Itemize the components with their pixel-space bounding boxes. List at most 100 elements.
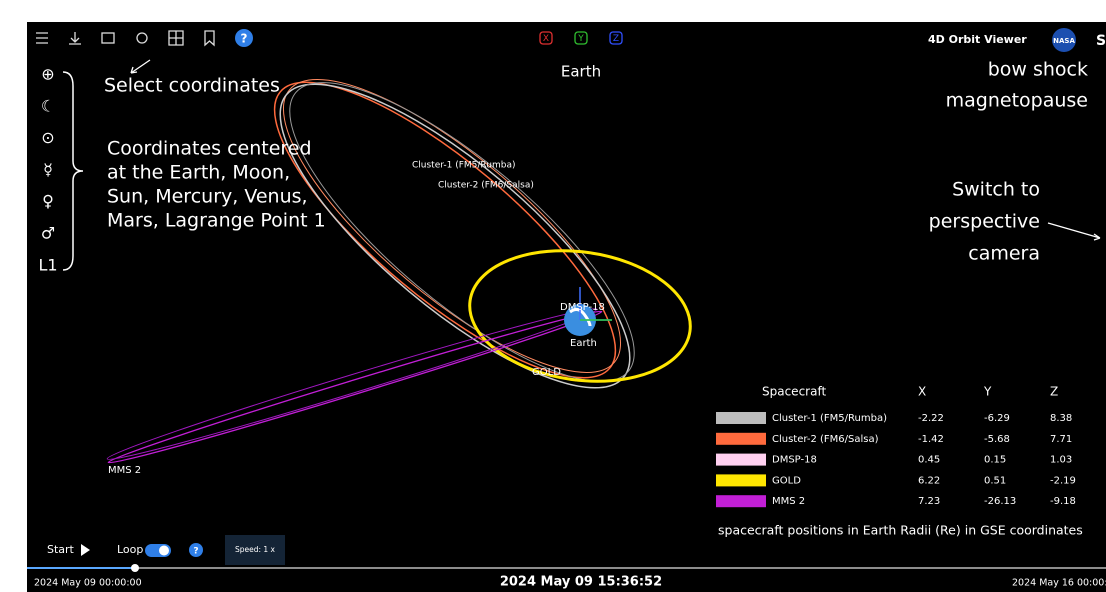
orbit-cluster2: [273, 81, 617, 379]
annotation-line: Mars, Lagrange Point 1: [107, 210, 326, 232]
annotation-line: perspective: [929, 211, 1040, 233]
loop-label: Loop: [117, 543, 143, 556]
coordinate-icons: ⊕ ☾ ⊙ ☿ ♀ ♂ L1: [38, 65, 57, 275]
table-value: -1.42: [918, 434, 944, 445]
brand-title: 4D Orbit Viewer: [928, 33, 1027, 46]
table-value: -2.22: [918, 413, 944, 424]
label-cluster1: Cluster-1 (FM5/Rumba): [412, 161, 515, 171]
orbit-cluster1b: [289, 82, 635, 382]
orbit-mms: [107, 310, 603, 464]
annotation-bowshock: bow shock: [988, 59, 1088, 81]
start-label: Start: [47, 543, 75, 556]
table-header: Spacecraft: [762, 385, 826, 399]
label-dmsp: DMSP-18: [560, 302, 605, 313]
speed-label: Speed: 1 x: [235, 545, 276, 554]
timeline-end: 2024 May 16 00:00:00: [1012, 578, 1106, 589]
annotation-select: Select coordinates: [104, 75, 280, 97]
viewer: [27, 22, 1106, 592]
table-value: -26.13: [984, 496, 1016, 507]
table-value: -2.19: [1050, 475, 1076, 486]
axis-button-label: Z: [613, 34, 619, 44]
annotation-line: at the Earth, Moon,: [107, 162, 290, 184]
table-value: 0.45: [918, 455, 940, 466]
speed-box[interactable]: [225, 535, 285, 565]
play-button[interactable]: [81, 544, 90, 556]
arrow-camera: [1047, 222, 1101, 241]
positions-table: Spacecraft X Y Z Cluster-1 (FM5/Rumba) -2.22 -…: [716, 385, 1076, 508]
table-header: Z: [1050, 385, 1058, 399]
annotation-line: Switch to: [952, 179, 1040, 201]
orbit-mms-b: [106, 308, 598, 460]
axis-button-label: X: [543, 34, 549, 44]
axis-button[interactable]: [539, 31, 553, 45]
toolbar: [36, 30, 215, 47]
settings-icon[interactable]: [136, 32, 148, 44]
nasa-text: NASA: [1053, 37, 1075, 45]
annotation-line: Sun, Mercury, Venus,: [107, 186, 308, 208]
orbit-labels: Cluster-1 (FM5/Rumba) Cluster-2 (FM6/Sal…: [108, 161, 605, 477]
label-earth: Earth: [570, 338, 597, 349]
coordinate-icon[interactable]: ♂: [41, 224, 55, 243]
annotation-line: Coordinates centered: [107, 138, 312, 160]
table-name: Cluster-1 (FM5/Rumba): [772, 413, 887, 424]
annotation-line: camera: [968, 243, 1040, 265]
table-name: Cluster-2 (FM6/Salsa): [772, 434, 879, 445]
table-caption: spacecraft positions in Earth Radii (Re)…: [718, 523, 1083, 538]
help-button[interactable]: [235, 29, 253, 47]
image-icon[interactable]: [101, 32, 115, 44]
timeline-knob[interactable]: [131, 564, 139, 572]
table-value: 1.03: [1050, 455, 1072, 466]
controls-help[interactable]: [189, 543, 203, 557]
coordinate-icon[interactable]: ♀: [42, 192, 54, 211]
annotation-magnetopause: magnetopause: [946, 90, 1088, 112]
coordinate-icon[interactable]: ⊕: [41, 65, 54, 84]
color-swatch: [716, 453, 766, 466]
coordinate-icon[interactable]: ⊙: [41, 128, 54, 147]
color-swatch: [716, 432, 766, 445]
timeline-current: 2024 May 09 15:36:52: [500, 575, 662, 590]
help-text: ?: [241, 32, 248, 46]
axis-button-label: Y: [577, 34, 584, 44]
bookmark-icon[interactable]: [204, 30, 215, 47]
coordinate-icon[interactable]: ☿: [43, 160, 53, 179]
label-mms: MMS 2: [108, 465, 141, 476]
orbit-cluster1: [279, 83, 631, 389]
color-swatch: [716, 412, 766, 424]
menu-icon[interactable]: [36, 32, 48, 44]
orbit-gold: [468, 249, 692, 383]
earth-cloud: [569, 307, 592, 327]
brand-cut: S: [1096, 33, 1106, 49]
table-name: MMS 2: [772, 496, 805, 507]
table-value: 7.23: [918, 496, 940, 507]
timeline-start: 2024 May 09 00:00:00: [34, 578, 142, 589]
axis-button[interactable]: [609, 31, 623, 45]
orbits: [106, 79, 692, 464]
color-swatch: [716, 474, 766, 487]
table-value: -9.18: [1050, 496, 1076, 507]
axis-button[interactable]: [574, 31, 588, 45]
arrow-select: [130, 59, 151, 74]
table-value: -5.68: [984, 434, 1010, 445]
toggle-knob: [159, 545, 169, 556]
download-icon[interactable]: [69, 32, 81, 45]
table-value: -6.29: [984, 413, 1010, 424]
table-header: Y: [983, 385, 992, 399]
brace: [62, 71, 84, 271]
center-label: Earth: [561, 63, 601, 81]
table-value: 7.71: [1050, 434, 1072, 445]
axes-buttons: X Y Z: [539, 31, 623, 45]
table-name: GOLD: [772, 475, 801, 486]
table-name: DMSP-18: [772, 455, 817, 466]
color-swatch: [716, 495, 766, 508]
table-value: 8.38: [1050, 413, 1072, 424]
nasa-logo: [1052, 28, 1076, 52]
grid-icon[interactable]: [168, 30, 184, 46]
annotation-camera: Switch to perspective camera: [929, 179, 1040, 265]
coordinate-icon[interactable]: ☾: [41, 96, 55, 115]
controls-help-text: ?: [193, 547, 198, 557]
coordinate-icon[interactable]: L1: [38, 255, 57, 274]
table-value: 0.15: [984, 455, 1006, 466]
orbit-cluster2b: [282, 79, 622, 373]
